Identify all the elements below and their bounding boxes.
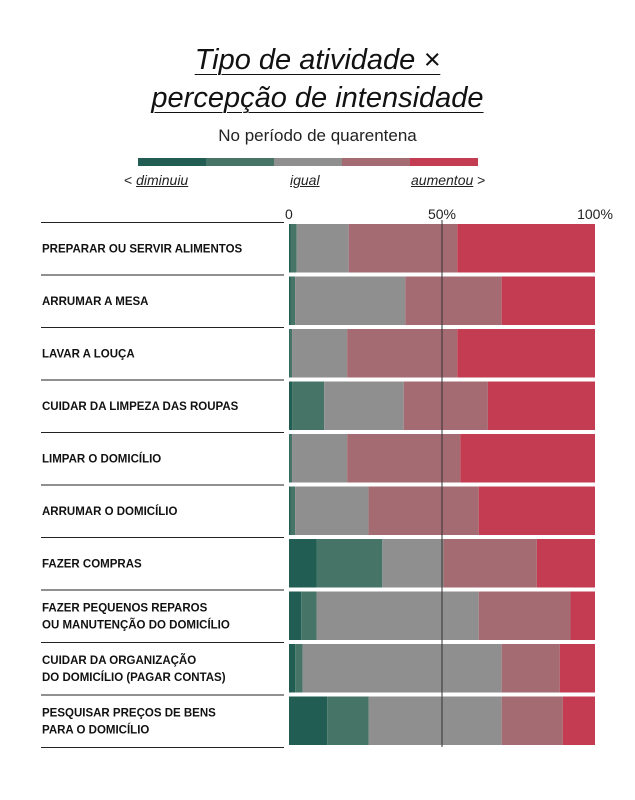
row-label: OU MANUTENÇÃO DO DOMICÍLIO <box>42 618 230 631</box>
bar-segment <box>327 696 369 745</box>
bar-segment <box>289 276 291 325</box>
legend-color-scale <box>138 158 478 166</box>
bar-segment <box>487 381 595 430</box>
bar-segment <box>292 434 348 483</box>
chart-title-line-2: percepção de intensidade <box>151 82 484 114</box>
legend-swatch-5 <box>410 158 478 166</box>
bar-segment <box>478 486 595 535</box>
bar-segment <box>289 434 290 483</box>
bar-segment <box>289 329 290 378</box>
bar-segment <box>292 381 325 430</box>
bar-segment <box>290 276 296 325</box>
bar-segment <box>295 644 303 693</box>
bar-segment <box>443 539 537 588</box>
bar-segment <box>292 329 348 378</box>
bar-segment <box>289 329 293 378</box>
bar-segment <box>290 486 296 535</box>
bar-segment <box>562 696 595 745</box>
bar-segment <box>403 381 488 430</box>
row-label: PARA O DOMICÍLIO <box>42 723 149 736</box>
legend-right-arrow: > <box>477 172 486 188</box>
legend-left-arrow: < <box>124 172 133 188</box>
bar-segment <box>296 224 349 273</box>
bar-segment <box>382 539 444 588</box>
row-label: LAVAR A LOUÇA <box>42 348 135 360</box>
chart-title-line-1: Tipo de atividade × <box>194 44 441 76</box>
bar-segment <box>289 591 302 640</box>
bar-segment <box>501 696 563 745</box>
legend-equal-text: igual <box>290 172 320 188</box>
legend-label-equal: igual <box>290 172 320 188</box>
row-label: FAZER COMPRAS <box>42 558 142 570</box>
x-tick-label: 100% <box>577 206 613 222</box>
bar-segment <box>348 224 458 273</box>
row-label: PESQUISAR PREÇOS DE BENS <box>42 707 216 719</box>
bar-segment <box>501 276 595 325</box>
row-label: ARRUMAR O DOMICÍLIO <box>42 505 177 518</box>
row-label: LIMPAR O DOMICÍLIO <box>42 452 161 465</box>
bar-segment <box>295 276 406 325</box>
legend-swatch-2 <box>206 158 274 166</box>
row-label: ARRUMAR A MESA <box>42 296 148 308</box>
bar-segment <box>460 434 595 483</box>
bar-segment <box>324 381 404 430</box>
bar-segment <box>559 644 595 693</box>
bar-segment <box>289 644 296 693</box>
bar-segment <box>536 539 595 588</box>
bar-segment <box>290 224 297 273</box>
bar-segment <box>368 486 479 535</box>
bar-segment <box>289 224 291 273</box>
bar-segment <box>405 276 502 325</box>
stacked-bar-chart: 0 50% 100% PREPARAR OU SERVIR ALIMENTOS ARRU… <box>41 206 613 748</box>
legend-label-increased: aumentou > <box>411 172 485 188</box>
bar-segment <box>347 329 458 378</box>
bar-segment <box>295 486 369 535</box>
legend-swatch-4 <box>342 158 410 166</box>
row-label: CUIDAR DA ORGANIZAÇÃO <box>42 654 196 667</box>
bar-segment <box>289 486 291 535</box>
bar-segment <box>316 539 383 588</box>
row-label: DO DOMICÍLIO (PAGAR CONTAS) <box>42 671 226 684</box>
row-label: FAZER PEQUENOS REPAROS <box>42 602 208 614</box>
bar-segment <box>457 224 595 273</box>
bar-segment <box>457 329 595 378</box>
row-label: PREPARAR OU SERVIR ALIMENTOS <box>42 243 243 255</box>
row-label: CUIDAR DA LIMPEZA DAS ROUPAS <box>42 401 239 413</box>
bar-segment <box>478 591 571 640</box>
bar-segment <box>301 591 317 640</box>
bar-segment <box>368 696 502 745</box>
x-tick-label: 50% <box>428 206 456 222</box>
bar-segment <box>302 644 502 693</box>
bar-segment <box>316 591 479 640</box>
legend-swatch-3 <box>274 158 342 166</box>
legend-swatch-1 <box>138 158 206 166</box>
legend-decreased-text: diminuiu <box>136 172 189 188</box>
bar-segment <box>289 381 293 430</box>
x-tick-label: 0 <box>285 206 293 222</box>
bar-segment <box>501 644 560 693</box>
legend-label-decreased: < diminuiu <box>124 172 188 188</box>
bar-segment <box>289 434 293 483</box>
bar-segment <box>289 696 328 745</box>
bar-segment <box>570 591 595 640</box>
chart-subtitle: No período de quarentena <box>218 126 417 145</box>
bar-segment <box>289 539 317 588</box>
legend-increased-text: aumentou <box>411 172 474 188</box>
bar-segment <box>347 434 461 483</box>
